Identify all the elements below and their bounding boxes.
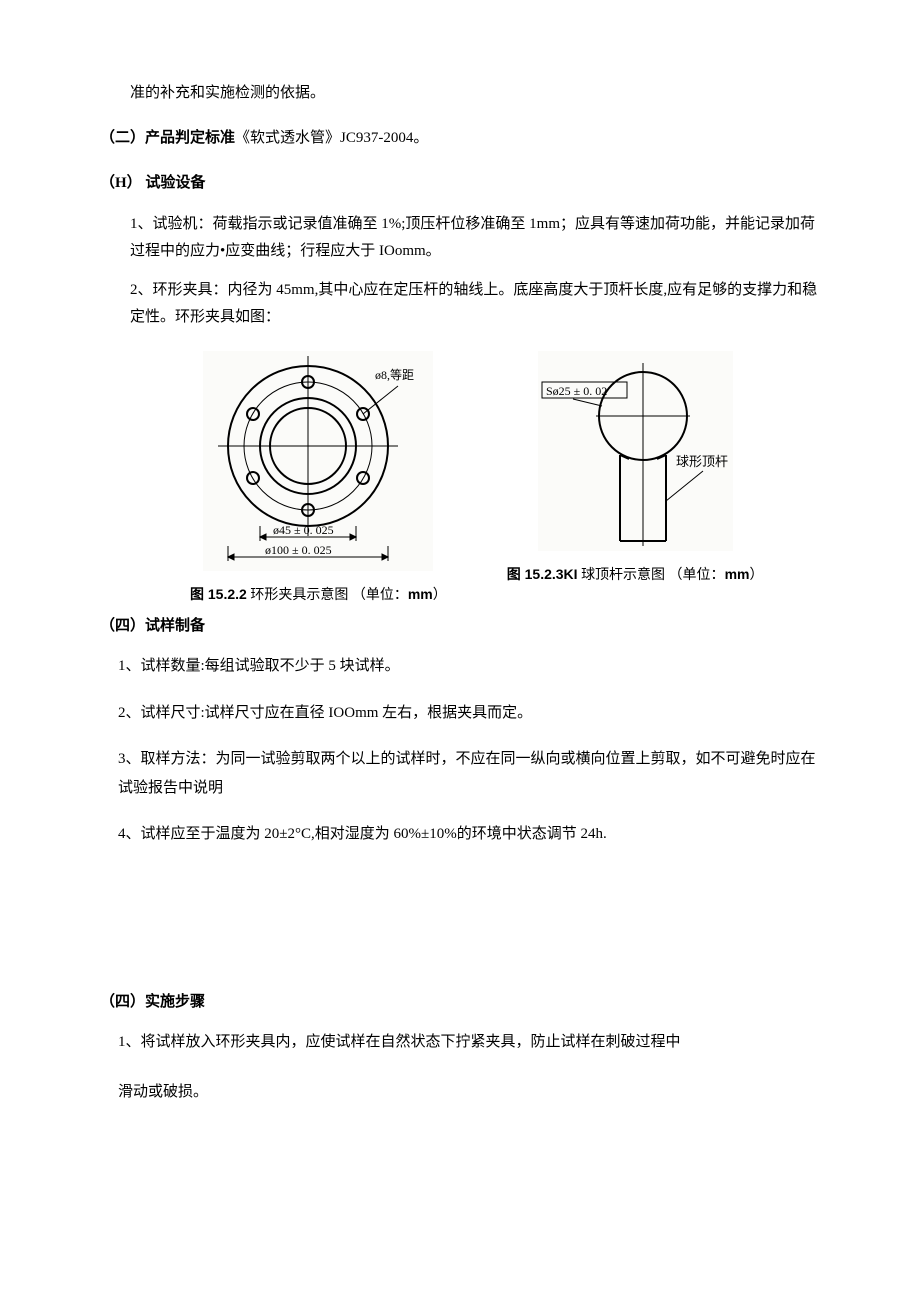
standard-heading: （二）产品判定标准《软式透水管》JC937-2004。 — [100, 125, 820, 152]
figure-1-block: ø8,等距 ø45 ± 0. 025 ø100 ± 0. 025 图 15.2.… — [190, 351, 447, 607]
step-item-2: 滑动或破损。 — [118, 1078, 820, 1107]
supplement-line: 准的补充和实施检测的依据。 — [100, 80, 820, 107]
figure-2-caption: 图 15.2.3KI 球顶杆示意图 （单位：mm） — [507, 563, 764, 587]
sample-item-3: 3、取样方法：为同一试验剪取两个以上的试样时，不应在同一纵向或横向位置上剪取，如… — [118, 745, 820, 802]
equipment-item-1: 1、试验机：荷载指示或记录值准确至 1%;顶压杆位移准确至 1mm；应具有等速加… — [130, 211, 820, 265]
fig2-ball-label: 球形顶杆 — [676, 454, 728, 469]
fig2-caption-t1: 球顶杆示意图 （单位： — [578, 568, 725, 583]
figures-row: ø8,等距 ø45 ± 0. 025 ø100 ± 0. 025 图 15.2.… — [100, 351, 820, 607]
standard-label: （二）产品判定标准 — [100, 130, 235, 146]
fig2-caption-b2: mm — [725, 566, 750, 582]
sample-prep-heading: （四）试样制备 — [100, 613, 820, 640]
equipment-item-2: 2、环形夹具：内径为 45mm,其中心应在定压杆的轴线上。底座高度大于顶杆长度,… — [130, 277, 820, 331]
fig1-dim-inner: ø45 ± 0. 025 — [273, 523, 334, 537]
sample-item-2: 2、试样尺寸:试样尺寸应在直径 IOOmm 左右，根据夹具而定。 — [118, 699, 820, 728]
fig1-caption-t1: 环形夹具示意图 （单位： — [247, 588, 408, 603]
fig1-dim-outer: ø100 ± 0. 025 — [265, 543, 332, 557]
sample-item-1: 1、试样数量:每组试验取不少于 5 块试样。 — [118, 652, 820, 681]
figure-1-caption: 图 15.2.2 环形夹具示意图 （单位：mm） — [190, 583, 447, 607]
fig1-caption-b2: mm — [408, 586, 433, 602]
standard-value: 《软式透水管》JC937-2004。 — [235, 130, 428, 146]
step-item-1: 1、将试样放入环形夹具内，应使试样在自然状态下拧紧夹具，防止试样在刺破过程中 — [118, 1028, 820, 1057]
equipment-heading: （H） 试验设备 — [100, 170, 820, 197]
sample-item-4: 4、试样应至于温度为 20±2°C,相对湿度为 60%±10%的环境中状态调节 … — [118, 820, 820, 849]
fig1-caption-b1: 图 15.2.2 — [190, 586, 247, 602]
spacing-gap — [100, 867, 820, 987]
fig2-caption-b1: 图 15.2.3KI — [507, 566, 578, 582]
fig2-diam-label: Sø25 ± 0. 02 — [546, 384, 607, 398]
ball-rod-diagram: Sø25 ± 0. 02 球形顶杆 — [538, 351, 733, 551]
fig2-caption-t2: ） — [749, 568, 763, 583]
steps-heading: （四）实施步骤 — [100, 989, 820, 1016]
fig1-bolt-label: ø8,等距 — [375, 368, 414, 382]
ring-fixture-diagram: ø8,等距 ø45 ± 0. 025 ø100 ± 0. 025 — [203, 351, 433, 571]
fig1-caption-t2: ） — [433, 588, 447, 603]
figure-2-block: Sø25 ± 0. 02 球形顶杆 图 15.2.3KI 球顶杆示意图 （单位：… — [507, 351, 764, 607]
